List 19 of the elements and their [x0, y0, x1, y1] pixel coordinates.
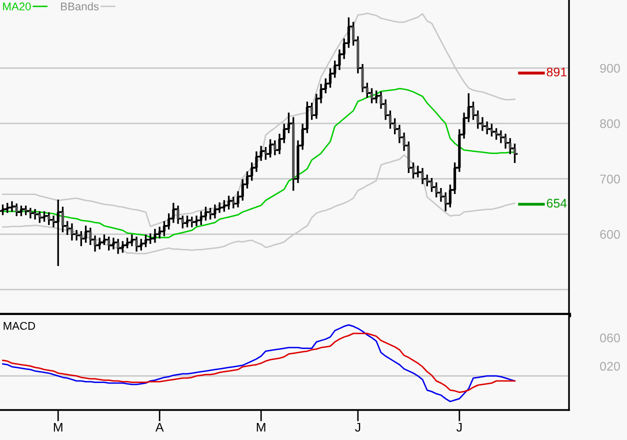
legend-label: MA20: [3, 2, 31, 10]
x-tick-label: M: [54, 422, 62, 432]
y-tick-label: 060: [600, 333, 620, 342]
x-tick-label: J: [355, 422, 360, 432]
x-tick-label: M: [256, 422, 266, 432]
x-tick-label: A: [155, 422, 164, 432]
y-tick-label: 800: [600, 119, 620, 128]
ref-line-label: 891: [546, 68, 566, 76]
x-tick-label: J: [456, 422, 462, 432]
y-tick-label: 900: [600, 64, 620, 73]
legend-label: BBands: [61, 2, 99, 10]
line-series: [2, 88, 516, 238]
y-tick-label: 020: [600, 362, 620, 371]
y-tick-label: 700: [600, 174, 620, 184]
line-series: [2, 332, 516, 393]
ref-line-label: 654: [546, 198, 567, 208]
y-tick-label: 600: [600, 230, 620, 239]
line-series: [2, 324, 516, 402]
chart-title: MACD: [4, 322, 36, 330]
